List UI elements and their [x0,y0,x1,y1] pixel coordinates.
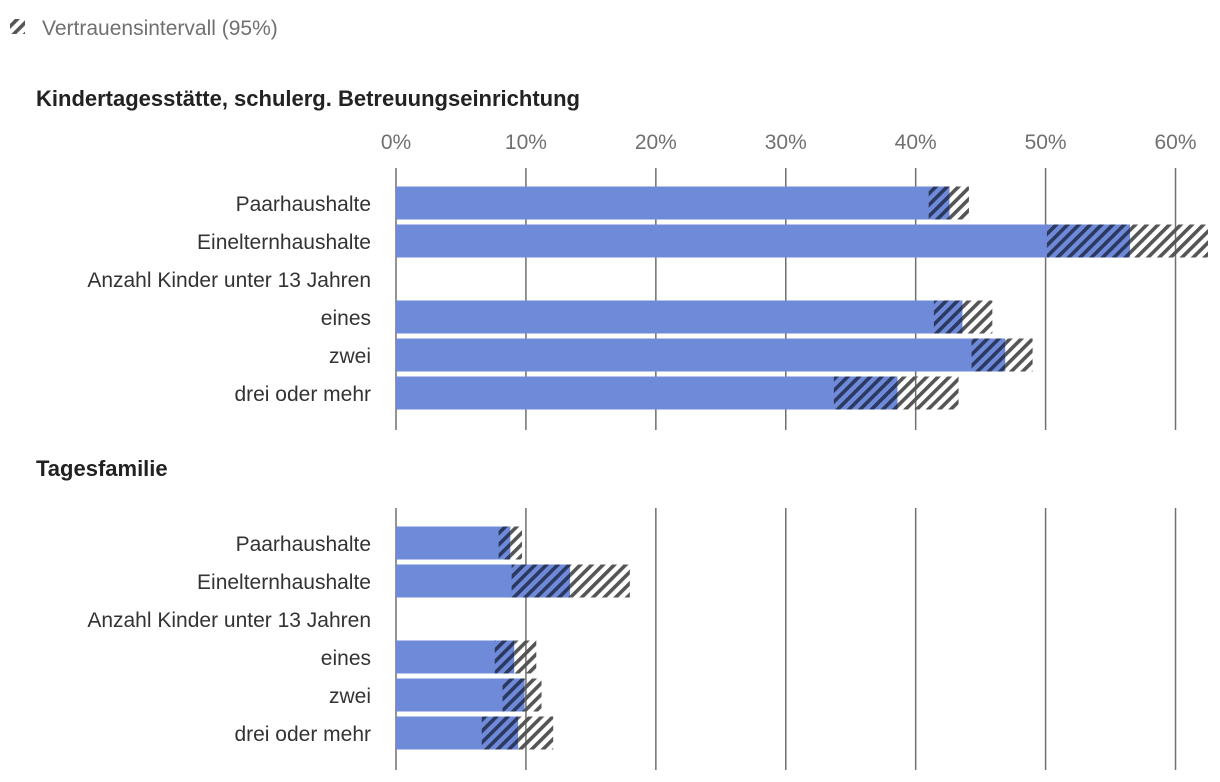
category-label: Paarhaushalte [236,193,371,216]
bar-drei-oder-mehr [396,376,898,410]
x-tick-label: 40% [895,131,937,154]
legend-label: Vertrauensintervall (95%) [42,17,278,40]
ci-lower-zwei [502,678,525,712]
category-label: eines [321,647,371,670]
ci-upper-paarhaushalte [949,186,969,220]
bar-zwei [396,338,1006,372]
x-tick-label: 20% [635,131,677,154]
bar-paarhaushalte [396,526,511,560]
bar-eines [396,640,515,674]
panel-0: 0% 10% 20% 30% 40% 50% 60% Paarhaushalte Einelte… [87,131,1208,430]
ci-upper-drei-oder-mehr [897,376,959,410]
x-tick-label: 10% [505,131,547,154]
ci-upper-eines [962,300,993,334]
ci-lower-drei-oder-mehr [481,716,519,750]
panel-title-kita: Kindertagesstätte, schulerg. Betreuungse… [36,86,580,111]
ci-lower-drei-oder-mehr [833,376,898,410]
category-label: Anzahl Kinder unter 13 Jahren [87,269,371,292]
ci-upper-zwei [1005,338,1033,372]
ci-upper-eines [514,640,537,674]
ci-lower-zwei [971,338,1006,372]
ci-upper-zwei [524,678,542,712]
category-label: drei oder mehr [234,723,371,746]
ci-lower-einelternhaushalte [1046,224,1131,258]
category-label: Paarhaushalte [236,533,371,556]
category-label: eines [321,307,371,330]
bar-eines [396,300,963,334]
legend: Vertrauensintervall (95%) [10,17,278,40]
ci-lower-paarhaushalte [928,186,950,220]
x-tick-label: 50% [1025,131,1067,154]
x-tick-label: 60% [1155,131,1197,154]
ci-upper-drei-oder-mehr [518,716,554,750]
category-label: Einelternhaushalte [197,231,371,254]
ci-hatch-icon [10,19,25,34]
ci-upper-paarhaushalte [510,526,523,560]
ci-upper-einelternhaushalte [1130,224,1208,258]
bar-paarhaushalte [396,186,950,220]
x-tick-label: 30% [765,131,807,154]
category-label: zwei [329,685,371,708]
panel-title-tagesfamilie: Tagesfamilie [36,456,168,481]
ci-lower-eines [494,640,515,674]
category-label: Anzahl Kinder unter 13 Jahren [87,609,371,632]
ci-upper-einelternhaushalte [570,564,630,598]
x-tick-label: 0% [381,131,411,154]
bar-einelternhaushalte [396,224,1131,258]
ci-lower-einelternhaushalte [511,564,571,598]
ci-lower-eines [933,300,963,334]
ci-lower-paarhaushalte [498,526,511,560]
category-label: Einelternhaushalte [197,571,371,594]
category-label: drei oder mehr [234,383,371,406]
category-label: zwei [329,345,371,368]
panel-1: Paarhaushalte Einelternhaushalte Anzahl Ki… [87,508,1177,770]
